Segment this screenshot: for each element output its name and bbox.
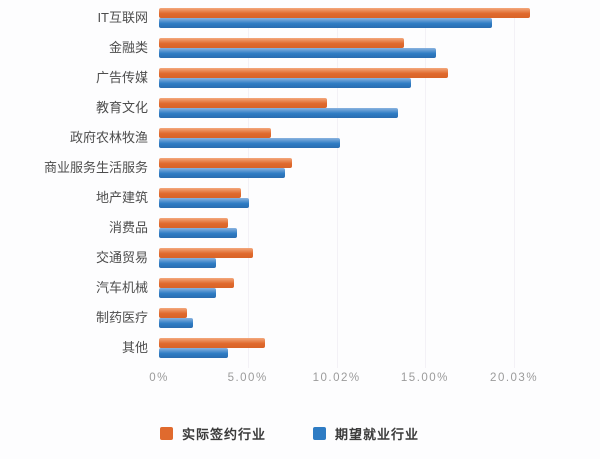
- bar-expected-employment: [159, 18, 493, 28]
- bar-expected-employment: [159, 198, 250, 208]
- category-label: 交通贸易: [95, 250, 148, 265]
- bar-row: [159, 218, 549, 248]
- bar-expected-employment: [159, 138, 340, 148]
- bar-expected-employment: [159, 348, 229, 358]
- x-axis-tick: 5.00%: [227, 372, 268, 384]
- x-axis-tick: 10.02%: [312, 372, 361, 384]
- bar-expected-employment: [159, 288, 216, 298]
- bar-row: [159, 278, 549, 308]
- bar-expected-employment: [159, 168, 285, 178]
- bar-actual-signed: [159, 188, 241, 198]
- x-axis-tick: 15.00%: [400, 372, 449, 384]
- gridline: [514, 8, 516, 368]
- category-label: 制药医疗: [95, 310, 148, 325]
- legend-label: 期望就业行业: [335, 426, 420, 442]
- bar-actual-signed: [159, 218, 229, 228]
- category-label: 其他: [121, 340, 148, 355]
- bar-row: [159, 188, 549, 218]
- legend-swatch-icon: [313, 426, 327, 440]
- bar-actual-signed: [159, 338, 266, 348]
- category-label: 广告传媒: [95, 70, 148, 85]
- gridline: [247, 8, 249, 368]
- x-axis: 0% 5.00% 10.02% 15.00% 20.03%: [149, 371, 549, 385]
- bar-expected-employment: [159, 78, 411, 88]
- bar-actual-signed: [159, 158, 292, 168]
- bar-row: [159, 338, 549, 368]
- bar-row: [159, 158, 549, 188]
- plot-area: [159, 8, 549, 368]
- category-label: 政府农林牧渔: [69, 130, 148, 145]
- x-axis-tick: 0%: [149, 372, 169, 384]
- bar-row: [159, 38, 549, 68]
- bar-row: [159, 8, 549, 38]
- category-label: 商业服务生活服务: [43, 160, 148, 175]
- bar-actual-signed: [159, 98, 328, 108]
- bar-expected-employment: [159, 228, 237, 238]
- bar-actual-signed: [159, 128, 271, 138]
- legend-label: 实际签约行业: [182, 426, 267, 442]
- legend-item-expected-employment: 期望就业行业: [313, 425, 420, 442]
- gridline: [424, 8, 426, 368]
- bar-row: [159, 68, 549, 98]
- legend: 实际签约行业 期望就业行业: [160, 425, 420, 442]
- category-label: 金融类: [108, 40, 148, 55]
- bar-row: [159, 128, 549, 158]
- bar-expected-employment: [159, 258, 216, 268]
- bar-row: [159, 98, 549, 128]
- bar-actual-signed: [159, 8, 530, 18]
- x-axis-tick: 20.03%: [490, 372, 539, 384]
- bar-actual-signed: [159, 308, 188, 318]
- legend-item-actual-signed: 实际签约行业: [160, 425, 267, 442]
- bar-actual-signed: [159, 278, 234, 288]
- bar-expected-employment: [159, 48, 436, 58]
- category-label: 汽车机械: [95, 280, 148, 295]
- bar-actual-signed: [159, 38, 404, 48]
- bar-row: [159, 308, 549, 338]
- bar-actual-signed: [159, 248, 253, 258]
- bar-expected-employment: [159, 318, 193, 328]
- category-axis: IT互联网金融类广告传媒教育文化政府农林牧渔商业服务生活服务地产建筑消费品交通贸…: [0, 8, 150, 368]
- category-label: 消费品: [108, 220, 148, 235]
- bar-expected-employment: [159, 108, 399, 118]
- category-label: 教育文化: [95, 100, 148, 115]
- bar-actual-signed: [159, 68, 448, 78]
- bar-row: [159, 248, 549, 278]
- category-label: IT互联网: [97, 10, 148, 25]
- legend-swatch-icon: [160, 426, 173, 440]
- category-label: 地产建筑: [95, 190, 148, 205]
- gridline: [336, 8, 338, 368]
